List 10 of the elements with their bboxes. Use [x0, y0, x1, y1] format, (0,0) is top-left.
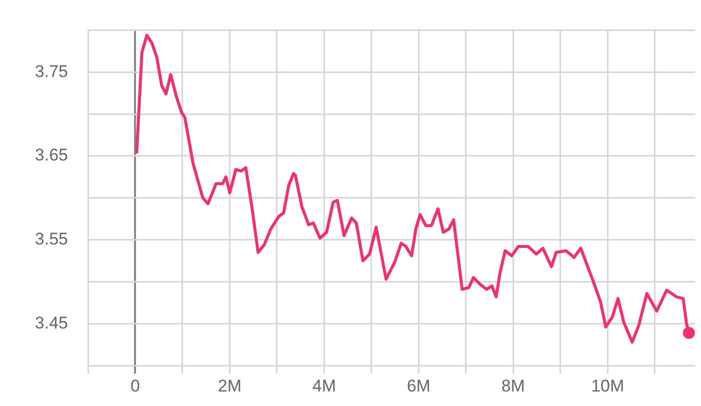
x-tick-label: 6M [406, 376, 430, 396]
x-tick-label: 8M [501, 376, 525, 396]
x-tick-label: 2M [218, 376, 242, 396]
x-tick-label: 4M [312, 376, 336, 396]
y-tick-label: 3.55 [34, 230, 68, 249]
y-tick-label: 3.45 [34, 313, 68, 332]
x-tick-label: 0 [130, 376, 140, 396]
x-tick-label: 10M [591, 376, 624, 396]
y-tick-label: 3.75 [34, 62, 68, 81]
y-tick-label: 3.65 [34, 146, 68, 165]
